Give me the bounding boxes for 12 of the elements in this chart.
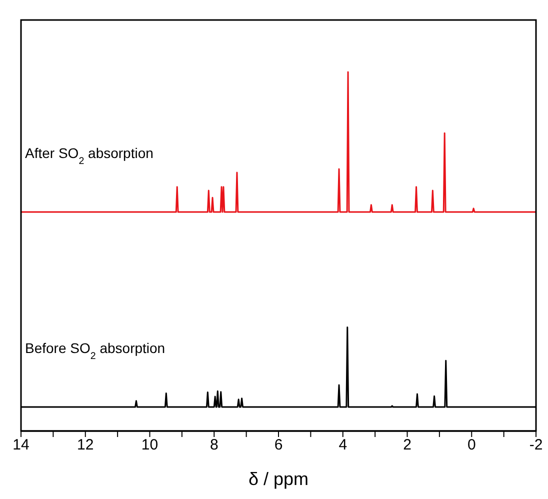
x-axis-title: δ / ppm: [248, 469, 309, 489]
x-tick-label: 6: [274, 436, 283, 454]
x-tick-label: 2: [403, 436, 412, 454]
x-tick-label: 10: [141, 436, 158, 454]
x-tick-label: 4: [338, 436, 348, 454]
text: Before SO$_{2}$ absorption: [25, 340, 166, 362]
x-tick-label: 14: [12, 436, 30, 454]
text: After SO$_{2}$ absorption: [25, 145, 154, 167]
x-tick-label: 0: [467, 436, 476, 454]
x-tick-label: -2: [529, 436, 543, 454]
x-tick-label: 12: [77, 436, 94, 454]
x-tick-label: 8: [210, 436, 218, 454]
